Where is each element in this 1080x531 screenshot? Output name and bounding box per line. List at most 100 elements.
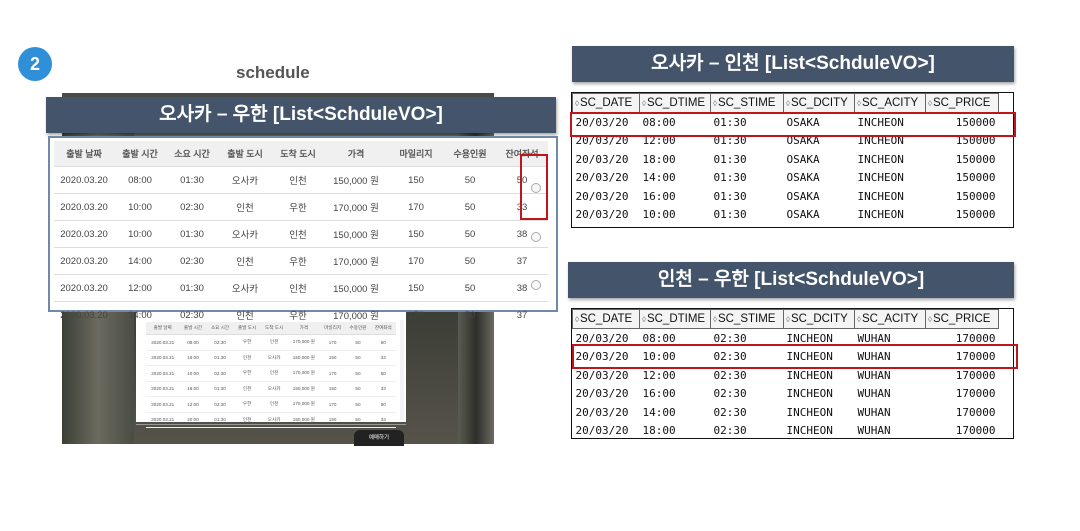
table-cell: 18:00	[179, 381, 207, 397]
sql-cell: 20/03/20	[575, 368, 629, 382]
table-cell: 150	[319, 381, 346, 397]
sql-cell: 18:00	[642, 152, 676, 166]
return-schedule-card: 출발 날짜 출발 시간 소요 시간 출발 도시 도착 도시 가격 마일리지 수용인원 잔여좌석 …	[136, 312, 406, 428]
sql-cell: 02:30	[713, 350, 747, 364]
sql-column-label: SC_DCITY	[790, 97, 848, 109]
sql-cell: 20/03/20	[575, 424, 629, 438]
table-row[interactable]: 2020.03.21 16:00 01:30 인천 오사카 150,000 원 150 50 3…	[146, 350, 396, 366]
sql-cell: INCHEON	[786, 424, 833, 438]
sql-cell: OSAKA	[786, 152, 820, 166]
table-cell: 170,000 원	[287, 396, 320, 413]
sql-cell: 14:00	[642, 405, 676, 419]
table-row[interactable]: 2020.03.20 08:00 01:30 오사카 인천 150,000 원 150 50 5…	[54, 166, 548, 194]
radio-highlight-box	[520, 154, 548, 220]
sql-cell: INCHEON	[857, 189, 904, 203]
schedule-radio-3[interactable]	[531, 280, 541, 290]
table-cell: 150,000 원	[287, 381, 320, 397]
sql-cell: WUHAN	[857, 368, 891, 382]
table-row[interactable]: 2020.03.21 18:00 01:30 인천 오사카 150,000 원 150 50 3…	[146, 381, 396, 397]
sql-cell: INCHEON	[786, 368, 833, 382]
table-cell: 2020.03.20	[54, 247, 114, 275]
table-cell: 01:30	[206, 381, 234, 397]
sql-cell: OSAKA	[786, 134, 820, 148]
table-cell: 10:00	[179, 365, 207, 382]
inner-scrollbar[interactable]	[400, 320, 404, 420]
table-row[interactable]: 2020.03.21 08:00 02:30 우한 인천 170,000 원 170 50 50	[146, 334, 396, 351]
table-cell: 170	[319, 334, 346, 351]
sql-cell: 02:30	[713, 331, 747, 345]
sql-cell: INCHEON	[786, 405, 833, 419]
highlight-row-incheon-wuhan	[572, 344, 1018, 369]
table-cell: 02:30	[166, 193, 218, 221]
sql-cell: 16:00	[642, 189, 676, 203]
table-cell: 170	[388, 193, 444, 221]
table-cell: 14:00	[114, 247, 166, 275]
table-row[interactable]: 2020.03.20 10:00 02:30 인천 우한 170,000 원 170 50 33	[54, 193, 548, 221]
sql-cell: 02:30	[713, 405, 747, 419]
reserve-button[interactable]: 예매하기	[354, 430, 404, 446]
schedule-radio-1[interactable]	[531, 183, 541, 193]
table-cell: 인천	[218, 193, 272, 221]
sql-column-label: SC_DTIME	[646, 97, 706, 109]
schedule-radio-2[interactable]	[531, 232, 541, 242]
table-cell: 150	[388, 220, 444, 248]
sql-cell: 02:30	[713, 368, 747, 382]
sql-cell: WUHAN	[857, 424, 891, 438]
table-cell: 170	[388, 247, 444, 275]
sql-cell: OSAKA	[786, 115, 820, 129]
table-cell: 170,000 원	[287, 365, 320, 382]
table-cell: 01:30	[206, 350, 234, 366]
column-header: 가격	[324, 141, 388, 167]
table-cell: 인천	[260, 365, 288, 382]
table-cell: 2020.03.20	[54, 274, 114, 302]
table-cell: 150	[388, 166, 444, 194]
sql-column-label: SC_PRICE	[932, 97, 991, 109]
table-cell: 50	[345, 365, 371, 382]
sql-table-osaka-incheon: ◊SC_DATE ◊SC_DTIME ◊SC_STIME ◊SC_DCITY ◊SC_A…	[572, 93, 999, 224]
radio-column	[528, 162, 548, 312]
sql-cell: 01:30	[713, 189, 747, 203]
sql-cell: 20/03/20	[575, 134, 629, 148]
table-cell: 150,000 원	[287, 412, 320, 428]
sql-table-incheon-wuhan: ◊SC_DATE ◊SC_DTIME ◊SC_STIME ◊SC_DCITY ◊SC_A…	[572, 309, 999, 440]
sql-cell: INCHEON	[857, 134, 904, 148]
sql-cell: 01:30	[713, 171, 747, 185]
table-cell: 02:30	[166, 301, 218, 328]
column-header: 마일리지	[388, 141, 444, 167]
table-cell: 01:30	[206, 412, 234, 428]
table-cell: 2020.03.21	[146, 396, 180, 413]
sql-cell: 12:00	[642, 134, 676, 148]
table-cell: 인천	[233, 381, 261, 397]
table-cell: 50	[370, 334, 396, 351]
sql-column-label: SC_STIME	[717, 97, 776, 109]
schedule-table-panel: 출발 날짜 출발 시간 소요 시간 출발 도시 도착 도시 가격 마일리지 수용인원 잔여좌석 …	[48, 136, 558, 328]
table-cell: 인천	[233, 412, 261, 428]
table-row[interactable]: 2020.03.20 14:00 02:30 인천 우한 170,000 원 170 50 37	[54, 301, 548, 328]
sql-cell: 12:00	[642, 368, 676, 382]
table-row[interactable]: 2020.03.20 12:00 01:30 오사카 인천 150,000 원 150 50 3…	[54, 274, 548, 302]
table-row[interactable]: 2020.03.21 12:00 02:30 우한 인천 170,000 원 170 50 50	[146, 396, 396, 413]
table-cell: 2020.03.21	[146, 350, 180, 366]
table-row[interactable]: 2020.03.21 20:00 01:30 인천 오사카 150,000 원 150 50 3…	[146, 412, 396, 428]
table-cell: 50	[444, 274, 496, 302]
table-row[interactable]: 2020.03.21 10:00 02:30 우한 인천 170,000 원 170 50 50	[146, 365, 396, 382]
table-cell: 01:30	[166, 166, 218, 194]
sql-cell: WUHAN	[857, 405, 891, 419]
sort-arrow-icon: ◊	[642, 315, 646, 324]
table-cell: 08:00	[114, 166, 166, 194]
table-cell: 2020.03.21	[146, 412, 180, 428]
table-cell: 01:30	[166, 220, 218, 248]
column-header: 수용인원	[444, 141, 496, 167]
table-row[interactable]: 2020.03.20 14:00 02:30 인천 우한 170,000 원 170 50 37	[54, 247, 548, 275]
sort-arrow-icon: ◊	[642, 99, 646, 108]
table-cell: 10:00	[114, 220, 166, 248]
table-cell: 2020.03.21	[146, 365, 180, 382]
table-cell: 20:00	[179, 412, 207, 428]
column-header: 출발 날짜	[54, 141, 114, 167]
sql-cell: INCHEON	[786, 331, 833, 345]
table-cell: 150	[388, 274, 444, 302]
table-row[interactable]: 2020.03.20 10:00 01:30 오사카 인천 150,000 원 150 50 3…	[54, 220, 548, 248]
table-cell: 50	[444, 193, 496, 221]
sql-column-header: ◊SC_DTIME	[639, 309, 711, 329]
table-cell: 08:00	[179, 334, 207, 351]
